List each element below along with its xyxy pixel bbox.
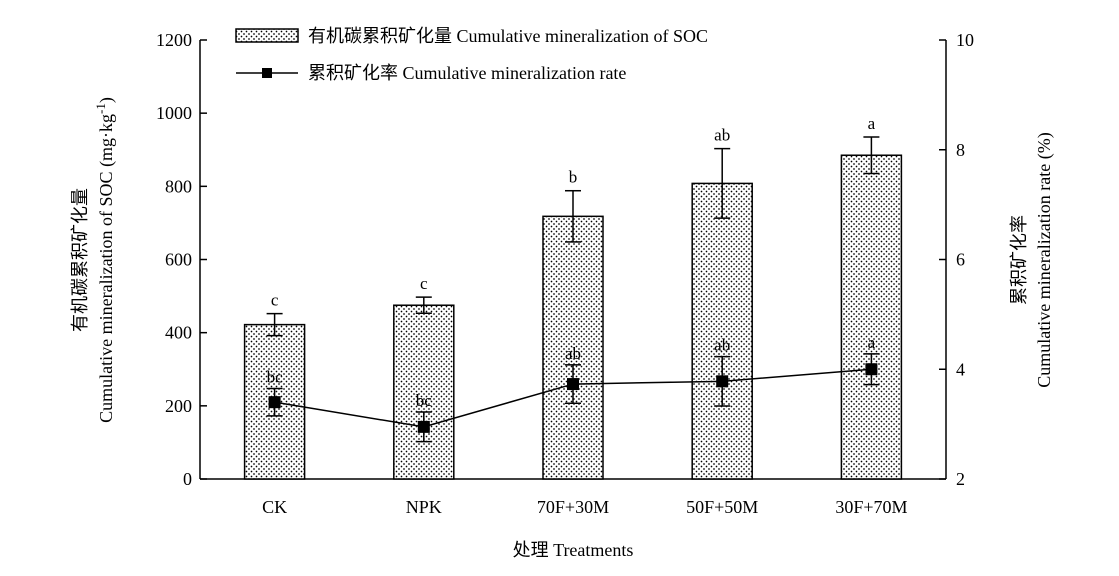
right-tick-label: 2 (956, 469, 965, 489)
left-tick-label: 400 (165, 323, 192, 343)
left-tick-label: 200 (165, 396, 192, 416)
line-point (417, 420, 430, 433)
legend: 有机碳累积矿化量 Cumulative mineralization of SO… (235, 26, 708, 83)
left-axis-title-en-main: Cumulative mineralization of SOC (mg·kg (96, 114, 117, 423)
x-axis-title: 处理 Treatments (513, 540, 634, 560)
x-tick-label: 30F+70M (835, 497, 907, 517)
left-tick-label: 1000 (156, 103, 192, 123)
left-axis-title-close: ) (96, 97, 117, 103)
bar (542, 215, 604, 480)
bar-error-bars (266, 136, 880, 337)
right-tick-label: 6 (956, 250, 965, 270)
x-tick-label: NPK (406, 497, 442, 517)
line-significance-label: bc (416, 391, 433, 410)
bar (691, 182, 753, 480)
line-series: bc bc ab ab a (267, 333, 880, 443)
left-tick-label: 800 (165, 176, 192, 196)
legend-line-marker (262, 68, 272, 78)
bar-significance-label: b (569, 168, 578, 187)
line-point (865, 363, 878, 376)
x-tick-label: CK (262, 497, 287, 517)
line-significance-label: ab (714, 336, 730, 355)
bar-significance-label: c (420, 274, 428, 293)
right-axis-title-en: Cumulative mineralization rate (%) (1034, 132, 1055, 387)
left-axis-title: 有机碳累积矿化量 Cumulative mineralization of SO… (70, 97, 117, 423)
left-tick-label: 1200 (156, 30, 192, 50)
line-point (268, 396, 281, 409)
right-tick-label: 8 (956, 140, 965, 160)
bar-significance-label: c (271, 291, 279, 310)
right-axis-ticks: 2 4 6 8 10 (939, 30, 974, 489)
legend-bar-label: 有机碳累积矿化量 Cumulative mineralization of SO… (308, 26, 708, 46)
left-axis-title-cn: 有机碳累积矿化量 (70, 188, 90, 332)
bar (840, 154, 903, 480)
bar-significance-label: ab (714, 126, 730, 145)
line-significance-label: ab (565, 344, 581, 363)
right-tick-label: 10 (956, 30, 974, 50)
bar-significance-labels: c c b ab a (271, 114, 876, 310)
right-axis-title-cn: 累积矿化率 (1009, 215, 1029, 305)
line-significance-label: bc (267, 367, 284, 386)
legend-line-label: 累积矿化率 Cumulative mineralization rate (308, 63, 626, 83)
bar-series (243, 154, 903, 480)
left-tick-label: 0 (183, 469, 192, 489)
x-axis-ticks: CK NPK 70F+30M 50F+50M 30F+70M (262, 472, 907, 517)
bar-significance-label: a (868, 114, 876, 133)
line-point (567, 378, 579, 391)
left-axis-ticks: 0 200 400 600 800 1000 1200 (156, 30, 207, 489)
x-tick-label: 70F+30M (537, 497, 609, 517)
right-axis-title: 累积矿化率 Cumulative mineralization rate (%) (1009, 132, 1055, 387)
line-point (716, 375, 729, 388)
right-tick-label: 4 (956, 359, 965, 379)
legend-bar-swatch (235, 28, 299, 43)
left-axis-title-en: Cumulative mineralization of SOC (mg·kg-… (93, 97, 117, 423)
x-tick-label: 50F+50M (686, 497, 758, 517)
left-axis-title-sup: -1 (93, 103, 108, 114)
left-tick-label: 600 (165, 250, 192, 270)
line-significance-label: a (868, 333, 876, 352)
